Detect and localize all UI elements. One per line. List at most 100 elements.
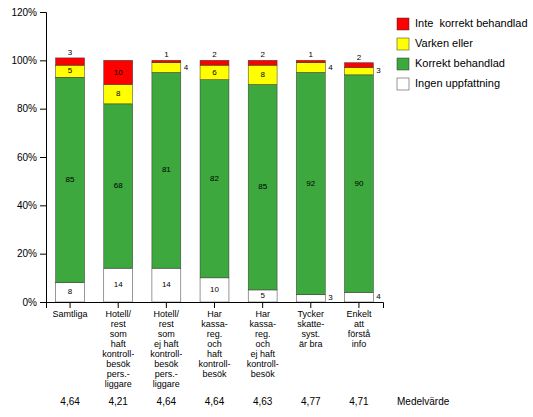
legend-label: Inte korrekt behandlad (415, 17, 528, 29)
legend-swatch (397, 58, 409, 70)
x-tick-label: Enkeltattförståinfo (346, 309, 372, 349)
bars (56, 58, 374, 302)
x-tick-label: Harkassa-reg.ochhaftkontroll-besök (198, 309, 230, 379)
bar-series (56, 72, 374, 294)
legend-item: Korrekt behandlad (397, 57, 505, 70)
y-tick: 0% (23, 297, 46, 308)
legend-label: Varken eller (415, 37, 473, 49)
data-label: 5 (68, 66, 73, 75)
chart: 0% 20% 40% 60% 80% 100% 120% Samtliga Hotell/res… (0, 0, 533, 417)
bar-segment (248, 290, 277, 302)
legend-swatch (397, 18, 409, 30)
y-tick-mark (40, 12, 46, 13)
y-tick-mark (40, 109, 46, 110)
x-tick-mark (310, 302, 311, 308)
y-tick-mark (40, 302, 46, 303)
x-tick: Tyckerskatte-syst.är bra (297, 302, 324, 349)
data-label: 10 (114, 68, 123, 77)
bar-segment (200, 60, 229, 65)
x-tick-label: Tyckerskatte-syst.är bra (297, 309, 324, 349)
bar-segment (296, 72, 325, 294)
data-label: 14 (114, 280, 123, 289)
data-label: 3 (376, 66, 381, 75)
bar-segment (152, 72, 181, 268)
x-tick-mark (118, 302, 119, 308)
y-tick: 40% (17, 200, 46, 211)
data-label: 8 (68, 287, 73, 296)
x-tick: Enkeltattförståinfo (346, 302, 372, 349)
data-labels: 814141053485688182859290584684331012212 (66, 48, 382, 303)
legend-item: Inte korrekt behandlad (397, 17, 528, 30)
mean-value: 4,64 (60, 396, 80, 407)
bar-segment (296, 295, 325, 302)
bar-segment (248, 60, 277, 65)
data-label: 4 (376, 292, 381, 301)
bar-segment (200, 80, 229, 278)
data-label: 92 (306, 179, 315, 188)
bar-segment (296, 63, 325, 73)
legend: Inte korrekt behandlad Varken eller Korrek… (397, 17, 528, 90)
bar-segment (56, 77, 85, 282)
y-tick-mark (40, 254, 46, 255)
data-label: 14 (162, 280, 171, 289)
y-axis: 0% 20% 40% 60% 80% 100% 120% (11, 7, 46, 308)
data-label: 85 (66, 175, 75, 184)
data-label: 8 (116, 89, 121, 98)
data-label: 8 (260, 70, 265, 79)
bar-segment (200, 65, 229, 80)
data-label: 90 (354, 179, 363, 188)
y-tick: 60% (17, 152, 46, 163)
bar-segment (56, 65, 85, 77)
data-label: 5 (260, 291, 265, 300)
y-tick-label: 120% (11, 7, 37, 18)
mean-value: 4,63 (253, 396, 273, 407)
data-label: 3 (328, 293, 333, 302)
bar-segment (56, 283, 85, 302)
y-axis-line (40, 13, 47, 303)
bar-segment (296, 60, 325, 62)
x-tick-mark (262, 302, 263, 308)
data-label: 4 (328, 63, 333, 72)
data-label: 2 (212, 50, 217, 59)
y-tick-label: 20% (17, 248, 37, 259)
data-label: 82 (210, 174, 219, 183)
bar-segment (152, 60, 181, 62)
bar-series (56, 63, 374, 104)
mean-row: 4,644,214,644,644,634,774,71Medelvärde (60, 396, 449, 407)
y-tick: 100% (11, 55, 46, 66)
legend-item: Varken eller (397, 37, 473, 50)
y-tick-label: 40% (17, 200, 37, 211)
data-label: 85 (258, 182, 267, 191)
y-tick: 20% (17, 248, 46, 259)
x-axis: Samtliga Hotell/restsomhaftkontroll-besök… (47, 302, 384, 389)
bar-segment (104, 85, 133, 104)
bar-segment (104, 268, 133, 302)
y-tick-mark (40, 157, 46, 158)
data-label: 1 (164, 50, 169, 59)
x-tick: Hotell/restsomhaftkontroll-besökpers.-li… (102, 302, 134, 389)
mean-label: Medelvärde (397, 396, 450, 407)
y-tick-mark (40, 60, 46, 61)
legend-swatch (397, 78, 409, 90)
y-tick-label: 80% (17, 103, 37, 114)
legend-label: Ingen uppfattning (415, 77, 500, 89)
mean-value: 4,64 (157, 396, 177, 407)
x-tick: Hotell/restsomej haftkontroll-besökpers.… (150, 302, 182, 389)
mean-value: 4,71 (349, 396, 369, 407)
legend-item: Ingen uppfattning (397, 77, 500, 90)
y-tick: 120% (11, 7, 46, 18)
bar-segment (344, 292, 373, 302)
x-axis-line (47, 303, 384, 309)
data-label: 68 (114, 181, 123, 190)
x-tick: Harkassa-reg.ochhaftkontroll-besök (198, 302, 230, 379)
y-tick-label: 60% (17, 152, 37, 163)
x-tick-mark (70, 302, 71, 308)
x-tick-label: Hotell/restsomhaftkontroll-besökpers.-li… (102, 309, 134, 389)
x-tick-mark (214, 302, 215, 308)
x-tick: Samtliga (53, 302, 88, 319)
data-label: 4 (184, 63, 189, 72)
bar-segment (104, 60, 133, 84)
x-tick-mark (166, 302, 167, 308)
bar-segment (248, 65, 277, 84)
bar-segment (248, 85, 277, 290)
